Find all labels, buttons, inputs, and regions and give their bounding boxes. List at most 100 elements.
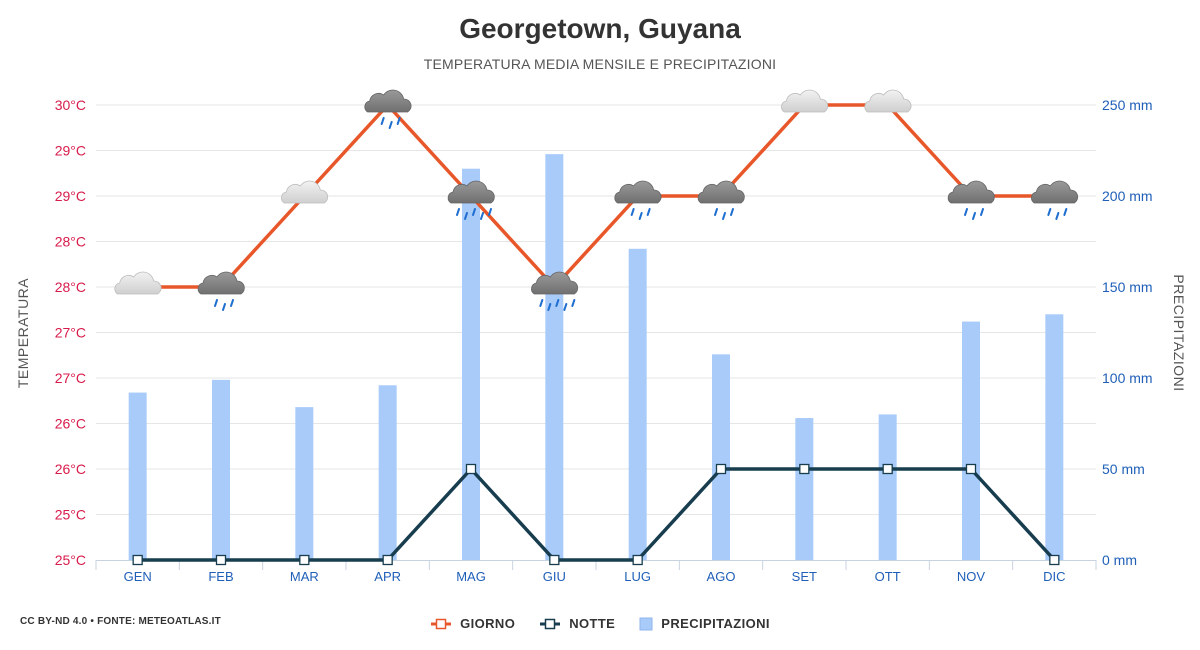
rain-drop <box>472 208 476 216</box>
night-series-point <box>1049 554 1060 566</box>
rain-cloud-icon <box>447 180 495 220</box>
y-right-tick-label: 250 mm <box>1102 97 1153 113</box>
night-series-point <box>465 463 477 475</box>
precipitation-bar <box>128 392 147 560</box>
y-left-tick-label: 28°C <box>55 279 86 295</box>
x-tick-label: AGO <box>707 569 736 584</box>
y-right-tick-label: 200 mm <box>1102 188 1153 204</box>
x-tick-label: NOV <box>957 569 986 584</box>
cloud-icon <box>114 271 162 295</box>
day-series-line <box>137 103 1055 289</box>
night-series-point <box>799 463 810 475</box>
y-left-tick-label: 27°C <box>55 370 86 386</box>
precipitation-bar <box>712 354 730 560</box>
cloud-shape <box>614 180 662 204</box>
rain-drop <box>1055 212 1060 220</box>
x-tick-label: SET <box>792 569 817 584</box>
rain-drop <box>1063 208 1068 216</box>
rain-cloud-icon <box>364 89 412 129</box>
rain-drop <box>972 212 976 220</box>
legend-precipitation-bar-icon <box>639 617 653 630</box>
precipitation-bars <box>128 154 1064 560</box>
cloud-shape <box>114 271 162 295</box>
rain-drop <box>488 208 492 216</box>
night-series-point <box>549 554 560 566</box>
chart-subtitle: TEMPERATURA MEDIA MENSILE E PRECIPITAZIO… <box>423 56 777 72</box>
rain-drop <box>714 208 718 216</box>
cloud-shape <box>1031 180 1079 204</box>
cloud-icon <box>864 89 912 113</box>
rain-drop <box>388 121 393 129</box>
cloud-icon <box>281 180 329 204</box>
rain-cloud-icon <box>697 180 745 220</box>
night-series-point <box>215 554 227 566</box>
precipitation-bar <box>295 407 314 560</box>
night-series-line <box>137 467 1056 562</box>
legend-item-precipitation[interactable]: PRECIPITAZIONI <box>639 616 770 631</box>
y-right-axis-title: PRECIPITAZIONI <box>1171 274 1187 391</box>
rain-drop <box>539 299 544 307</box>
x-tick-label: DIC <box>1043 569 1065 584</box>
legend-night-label: NOTTE <box>569 616 616 631</box>
cloud-shape <box>781 89 829 113</box>
night-series-point <box>299 554 310 566</box>
y-left-tick-label: 28°C <box>55 234 86 250</box>
rain-cloud-icon <box>1031 180 1079 220</box>
rain-cloud-icon <box>947 180 995 220</box>
x-tick-label: APR <box>374 569 401 584</box>
legend-night-line-icon <box>540 618 561 629</box>
y-left-tick-label: 29°C <box>55 188 86 204</box>
cloud-shape <box>697 180 745 204</box>
cloud-shape <box>364 89 412 113</box>
legend-day-line-icon <box>431 618 452 629</box>
legend-item-day[interactable]: GIORNO <box>430 616 515 631</box>
rain-drop <box>638 212 643 220</box>
y-right-tick-label: 150 mm <box>1102 279 1153 295</box>
rain-drop <box>396 117 401 125</box>
rain-drop <box>547 303 552 311</box>
y-left-tick-label: 26°C <box>55 416 86 432</box>
precipitation-bar <box>1045 314 1064 560</box>
precipitation-bar <box>795 418 814 560</box>
y-right-tick-label: 50 mm <box>1102 461 1145 477</box>
cloud-shape <box>197 271 245 295</box>
y-left-tick-label: 30°C <box>55 97 86 113</box>
chart-title: Georgetown, Guyana <box>459 13 741 44</box>
y-left-tick-label: 27°C <box>55 325 86 341</box>
legend: GIORNO NOTTE PRECIPITAZIONI <box>0 616 1200 631</box>
precipitation-bar <box>878 414 897 560</box>
rain-drop <box>456 208 460 216</box>
rain-drop <box>555 299 560 307</box>
y-left-tick-label: 29°C <box>55 143 86 159</box>
rain-drop <box>1047 208 1052 216</box>
rain-drop <box>730 208 734 216</box>
rain-drop <box>980 208 984 216</box>
y-left-axis-title: TEMPERATURA <box>15 278 31 388</box>
y-left-tick-label: 25°C <box>55 552 86 568</box>
cloud-icon <box>781 89 829 113</box>
legend-precipitation-label: PRECIPITAZIONI <box>661 616 770 631</box>
night-series-point <box>382 554 393 566</box>
x-tick-label: MAG <box>456 569 486 584</box>
night-series-point <box>132 554 143 566</box>
x-tick-label: MAR <box>290 569 319 584</box>
precipitation-bar <box>545 154 564 560</box>
rain-drop <box>464 212 468 220</box>
rain-drop <box>563 303 568 311</box>
rain-drop <box>380 117 385 125</box>
night-series-point <box>882 463 893 475</box>
y-right-tick-label: 0 mm <box>1102 552 1137 568</box>
cloud-shape <box>531 271 579 295</box>
rain-drop <box>480 212 484 220</box>
rain-drop <box>214 299 218 307</box>
y-left-tick-label: 26°C <box>55 461 86 477</box>
rain-drop <box>630 208 635 216</box>
rain-drop <box>571 299 576 307</box>
y-left-tick-label: 25°C <box>55 507 86 523</box>
x-tick-label: LUG <box>624 569 651 584</box>
legend-item-night[interactable]: NOTTE <box>539 616 615 631</box>
precipitation-bar <box>462 168 480 560</box>
cloud-shape <box>864 89 912 113</box>
cloud-shape <box>447 180 495 204</box>
night-series-point <box>715 463 727 475</box>
